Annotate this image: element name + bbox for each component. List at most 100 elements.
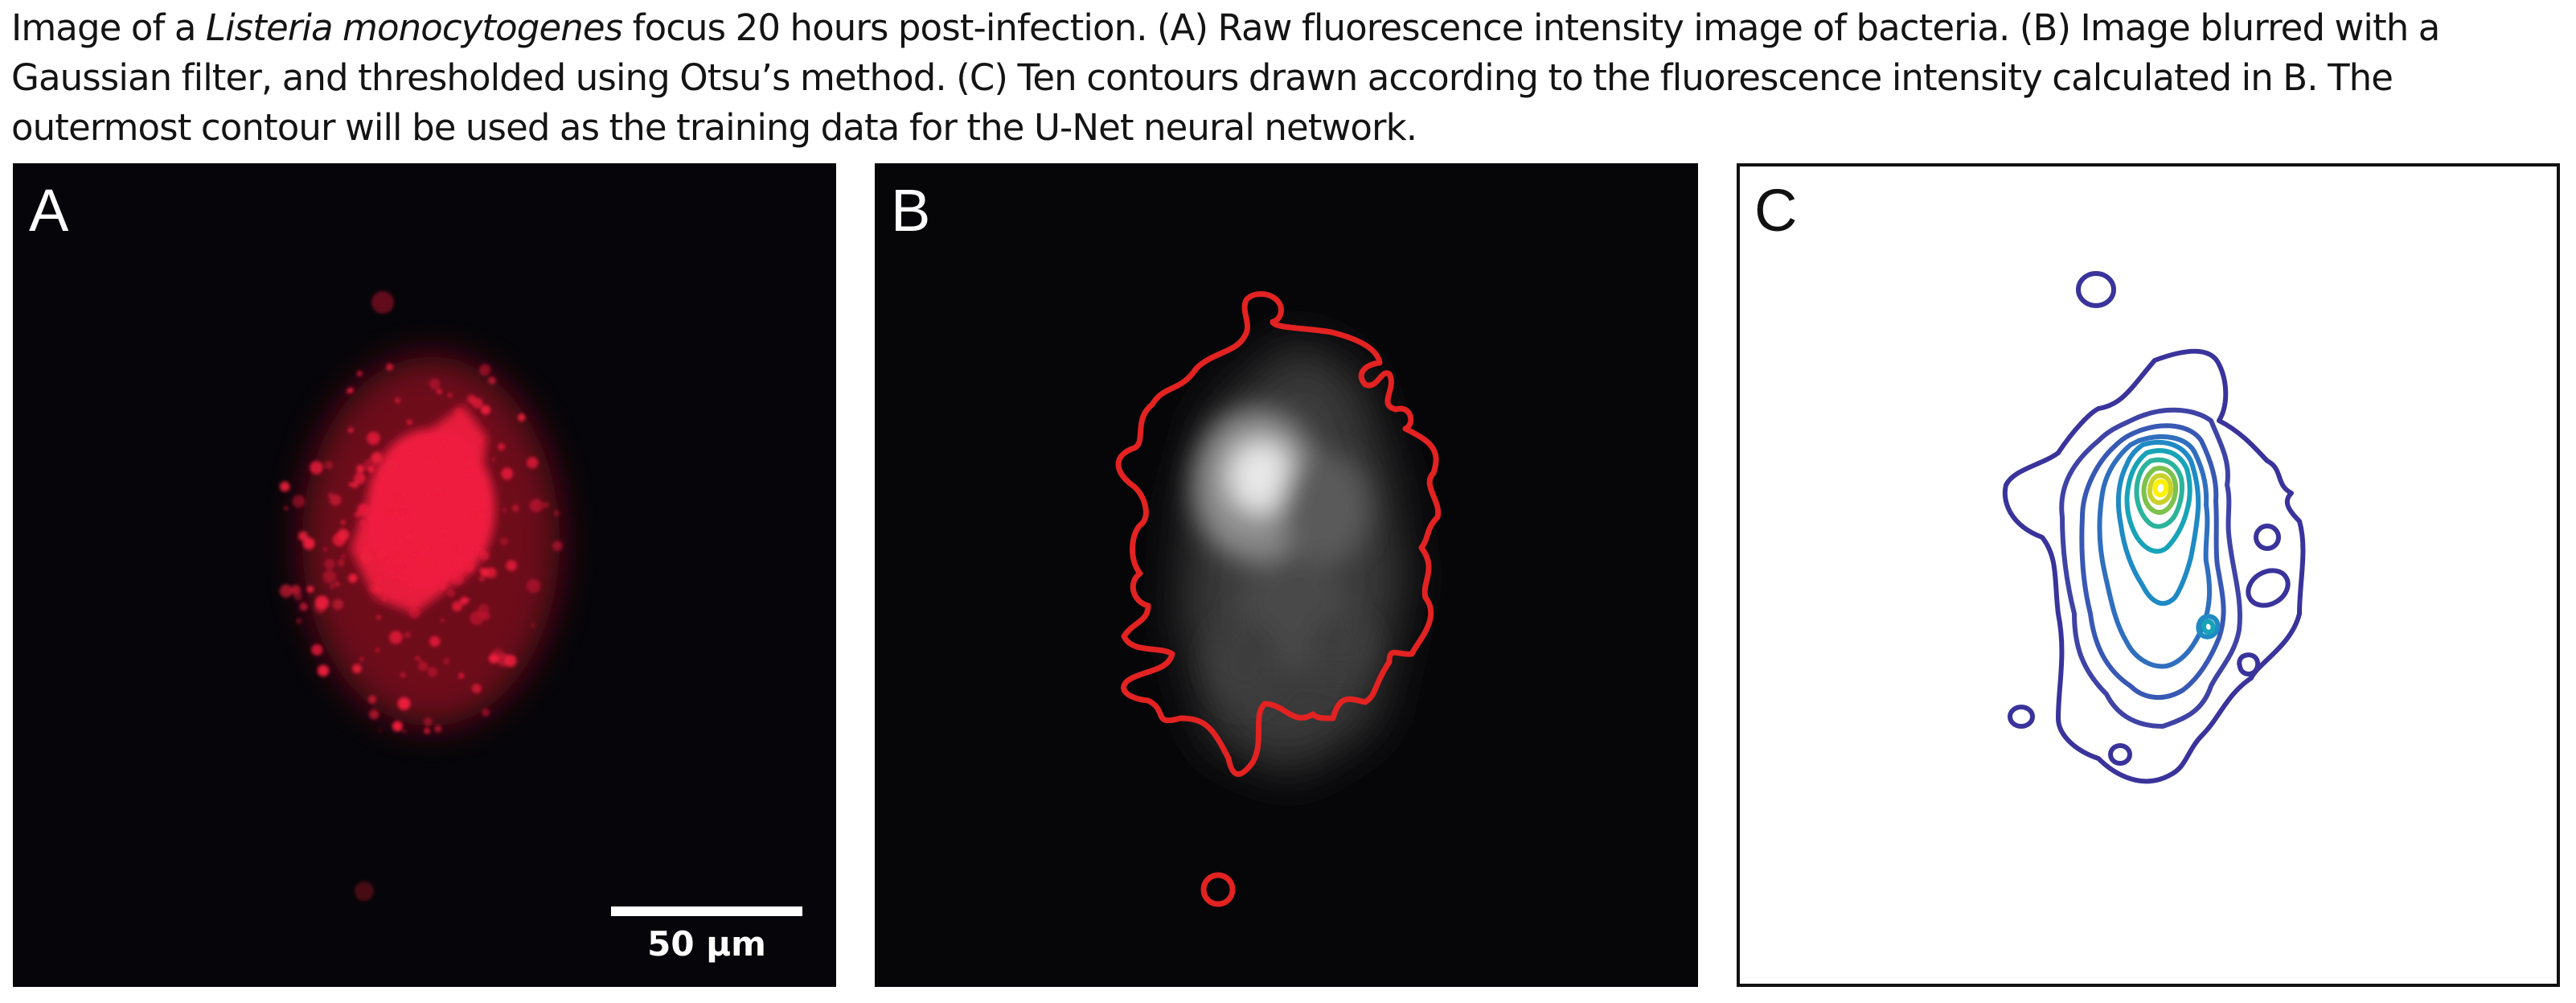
bacteria-speck — [499, 536, 508, 546]
contour-level-5 — [2115, 439, 2201, 606]
threshold-outline-small — [1200, 872, 1236, 907]
bacteria-speck — [439, 583, 446, 590]
contour-plot — [2002, 271, 2306, 784]
bacteria-speck — [404, 631, 412, 639]
bacteria-speck — [378, 729, 382, 733]
bacteria-speck — [552, 541, 563, 552]
bacteria-speck — [322, 569, 337, 584]
bacteria-speck — [441, 618, 445, 623]
bacteria-speck — [317, 664, 330, 677]
contour-level-3 — [2079, 423, 2226, 701]
bacteria-speck — [471, 684, 482, 693]
bacteria-speck — [386, 363, 394, 371]
contour-level-1-blob-left — [2008, 705, 2035, 729]
bacteria-speck — [387, 496, 401, 511]
bacteria-speck — [356, 464, 365, 474]
bacteria-speck — [360, 551, 373, 564]
bacteria-speck — [506, 560, 518, 571]
panel-label-b: B — [891, 177, 931, 244]
bacteria-speck — [466, 458, 474, 467]
bacteria-speck — [369, 709, 379, 720]
bacteria-speck — [420, 556, 434, 570]
contour-level-4 — [2097, 434, 2213, 669]
bacteria-speck — [479, 550, 490, 561]
bacteria-speck — [352, 664, 362, 674]
contour-level-1 — [2002, 348, 2306, 784]
bacteria-speck — [472, 397, 483, 409]
panel-a-raw-fluorescence: A 50 μm — [13, 163, 836, 987]
bacteria-speck — [397, 697, 411, 710]
bacteria-speck — [418, 661, 429, 672]
bacteria-speck — [429, 378, 441, 389]
bacteria-speck — [437, 388, 442, 395]
bacteria-speck — [429, 635, 441, 647]
bacteria-speck — [529, 499, 544, 513]
bacteria-speck — [293, 592, 302, 601]
bacteria-speck — [408, 582, 412, 588]
caption-part-1: Image of a — [11, 6, 206, 49]
bacteria-speck — [526, 578, 541, 594]
bacteria-speck — [479, 567, 487, 575]
bacteria-speck — [408, 606, 420, 619]
bacteria-speck — [376, 615, 381, 619]
bacteria-speck — [337, 558, 345, 567]
contour-level-9 — [2147, 473, 2173, 505]
bacteria-speck — [498, 442, 505, 450]
bacteria-speck — [553, 510, 560, 517]
bacteria-speck — [478, 576, 485, 582]
bacteria-speck — [437, 528, 449, 542]
bacteria-speck — [381, 595, 388, 602]
bacteria-speck — [412, 484, 417, 490]
bacteria-speck — [341, 520, 346, 525]
bacteria-speck — [488, 653, 499, 664]
bacteria-speck — [368, 583, 379, 594]
bacteria-speck — [389, 631, 403, 644]
bacteria-speck — [397, 539, 404, 546]
bacteria-speck — [397, 569, 409, 582]
fluorescence-image — [279, 291, 563, 901]
bacteria-speck — [403, 730, 407, 734]
bacteria-speck — [527, 457, 539, 469]
bacteria-speck — [441, 438, 446, 443]
bacteria-speck — [348, 482, 353, 487]
bacteria-speck — [488, 376, 496, 384]
bacteria-speck — [452, 573, 465, 586]
panel-c-contours: C — [1737, 163, 2560, 987]
bacteria-speck — [434, 725, 442, 733]
bacteria-speck — [452, 562, 457, 567]
bacteria-speck — [447, 589, 456, 598]
bacteria-speck — [477, 437, 484, 444]
bacteria-speck — [458, 672, 465, 679]
panel-label-c: C — [1754, 177, 1798, 244]
bacteria-speck — [384, 507, 395, 519]
bacteria-speck — [400, 672, 406, 677]
bacteria-speck — [414, 528, 420, 534]
bacteria-speck — [411, 553, 416, 557]
scale-bar-label: 50 μm — [647, 924, 766, 964]
bacteria-speck — [375, 647, 380, 652]
bacteria-speck — [357, 371, 363, 376]
bacteria-speck — [460, 596, 469, 605]
bacteria-speck — [362, 545, 370, 553]
bacteria-speck — [481, 405, 490, 415]
bacteria-speck — [334, 582, 339, 586]
bacteria-speck — [407, 451, 411, 456]
contour-level-1-blob-top — [2076, 271, 2116, 308]
bacteria-speck — [367, 431, 380, 446]
bacteria-speck — [466, 478, 474, 484]
caption-part-2: focus 20 hours post-infection. (A) Raw f… — [11, 6, 2440, 149]
bacteria-speck — [374, 576, 383, 584]
bacteria-speck — [314, 602, 326, 614]
bacteria-speck — [357, 504, 370, 516]
panel-b-thresholded: B — [875, 163, 1698, 987]
bacteria-speck — [443, 657, 450, 665]
bacteria-speck — [435, 486, 443, 494]
bacteria-speck — [337, 528, 350, 541]
bacteria-speck — [297, 531, 308, 541]
bacteria-speck — [465, 563, 474, 573]
panel-label-a: A — [29, 177, 69, 244]
bacteria-speck — [425, 491, 431, 497]
bacteria-speck — [406, 419, 412, 425]
bacteria-speck — [417, 657, 422, 662]
bacteria-speck — [392, 721, 403, 732]
